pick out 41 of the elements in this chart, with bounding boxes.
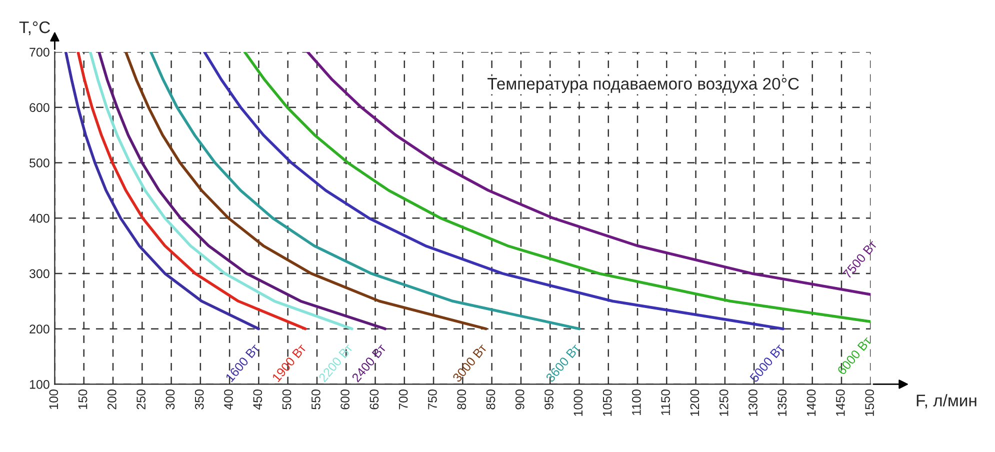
x-tick-label: 900 <box>515 390 524 410</box>
y-tick-label: 600 <box>30 103 50 112</box>
x-tick-label: 700 <box>398 390 408 410</box>
y-tick-label: 100 <box>30 380 50 389</box>
x-tick-label: 500 <box>282 390 292 410</box>
x-tick-label: 1050 <box>602 390 612 416</box>
x-tick-label: 800 <box>457 390 466 410</box>
x-tick-label: 200 <box>108 390 116 410</box>
y-axis-title: T,°C <box>19 21 50 36</box>
x-tick-label: 1350 <box>778 390 787 416</box>
y-tick-label: 300 <box>29 269 50 278</box>
y-tick-label: 500 <box>30 158 50 168</box>
x-tick-label: 1500 <box>865 390 874 416</box>
x-tick-label: 550 <box>311 390 320 410</box>
x-tick-label: 1000 <box>574 390 583 416</box>
x-tick-label: 600 <box>340 390 350 410</box>
annotation: Температура подаваемого воздуха 20°C <box>488 78 799 93</box>
line-series <box>124 52 488 330</box>
x-tick-label: 950 <box>544 390 554 410</box>
x-tick-label: 1250 <box>719 390 728 416</box>
x-tick-label: 1450 <box>836 390 845 416</box>
x-tick-label: 1200 <box>690 390 700 416</box>
x-tick-label: 750 <box>428 390 437 410</box>
x-axis-title: F, л/мин <box>916 394 976 408</box>
x-tick-label: 250 <box>136 390 146 410</box>
y-tick-label: 400 <box>29 214 50 223</box>
x-tick-label: 400 <box>224 390 233 410</box>
x-tick-label: 850 <box>486 390 496 410</box>
x-tick-label: 650 <box>370 390 379 410</box>
x-tick-label: 150 <box>78 390 88 409</box>
x-tick-label: 1300 <box>748 390 758 416</box>
x-tick-label: 1150 <box>661 390 670 415</box>
y-tick-label: 700 <box>30 48 50 57</box>
x-tick-label: 350 <box>194 390 204 410</box>
x-tick-label: 1100 <box>632 390 641 415</box>
x-tick-label: 450 <box>253 390 262 410</box>
x-tick-label: 1400 <box>806 390 816 416</box>
y-tick-label: 200 <box>30 324 50 334</box>
line-series <box>64 52 260 330</box>
line-series <box>76 52 307 330</box>
x-tick-label: 300 <box>166 390 175 410</box>
